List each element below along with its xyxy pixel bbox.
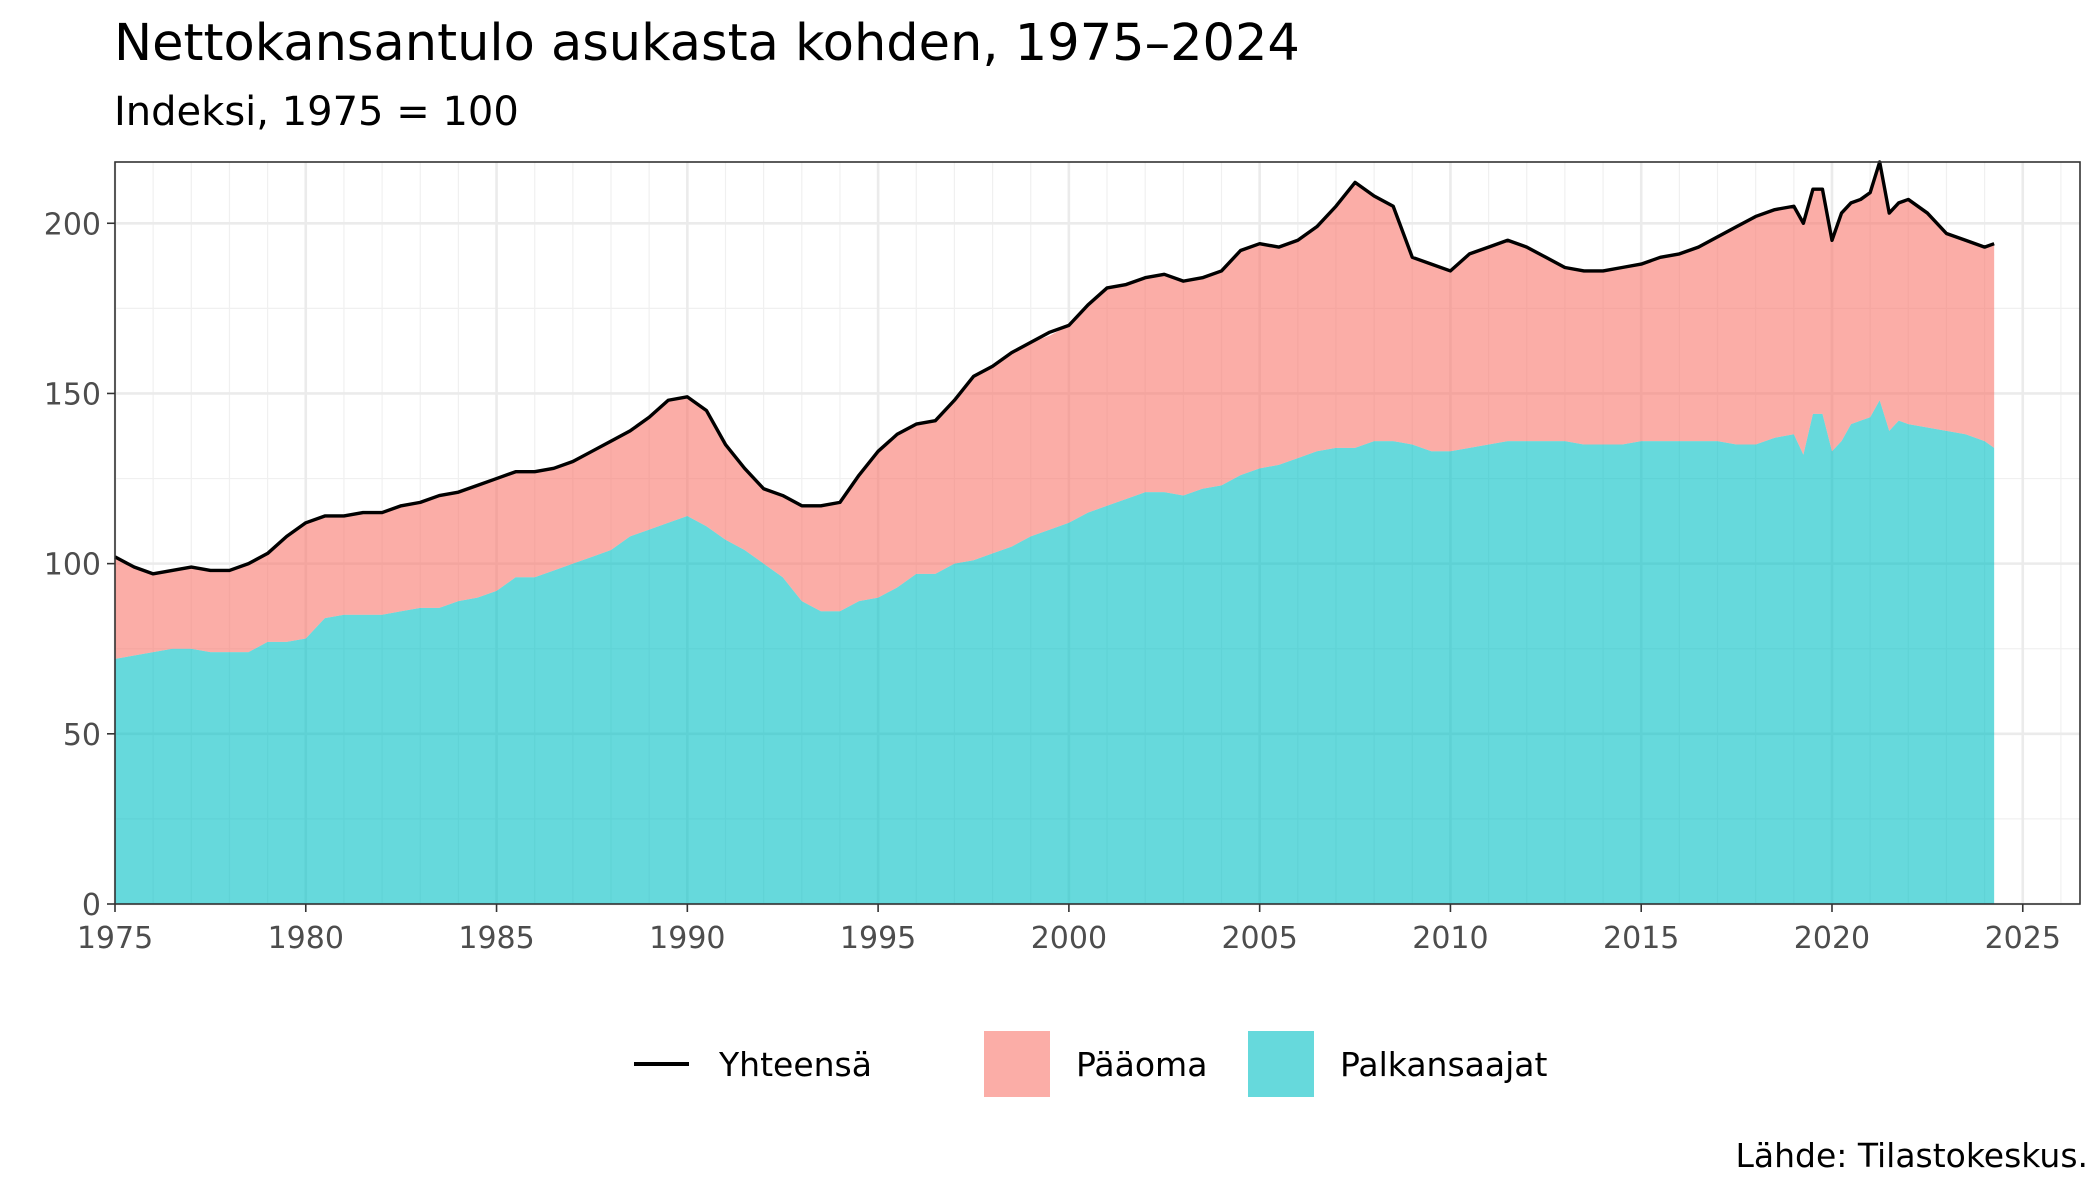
- x-tick-label: 1990: [649, 921, 725, 956]
- legend-label-palkansaajat: Palkansaajat: [1340, 1045, 1548, 1084]
- x-tick-label: 2015: [1603, 921, 1679, 956]
- x-tick-label: 1980: [268, 921, 344, 956]
- legend-label-yhteensa: Yhteensä: [718, 1045, 872, 1084]
- area-paaoma: [115, 162, 1995, 659]
- x-axis: 1975 1980 1985 1990 1995 2000 2005 2010 2015 2020…: [77, 904, 2061, 956]
- x-tick-label: 2020: [1794, 921, 1870, 956]
- y-tick-label: 50: [63, 718, 101, 753]
- data-lines: [114, 160, 1995, 576]
- line-yhteensa: [114, 160, 1995, 576]
- x-tick-label: 2005: [1221, 921, 1297, 956]
- plot-border: [114, 161, 2081, 905]
- y-tick-label: 100: [44, 548, 101, 583]
- chart-subtitle: Indeksi, 1975 = 100: [114, 89, 519, 135]
- legend-key-paaoma: [984, 1031, 1050, 1097]
- x-tick-label: 2025: [1985, 921, 2061, 956]
- legend: Yhteensä Pääoma Palkansaajat: [634, 1031, 1548, 1097]
- legend-label-paaoma: Pääoma: [1076, 1045, 1207, 1084]
- area-palkansaajat: [115, 400, 1995, 904]
- data-areas: [115, 162, 1995, 904]
- x-tick-label: 1985: [458, 921, 534, 956]
- y-tick-label: 200: [44, 207, 101, 242]
- x-tick-label: 1975: [77, 921, 153, 956]
- x-tick-label: 1995: [840, 921, 916, 956]
- y-tick-label: 150: [44, 377, 101, 412]
- x-tick-label: 2010: [1412, 921, 1488, 956]
- x-tick-label: 2000: [1031, 921, 1107, 956]
- y-axis: 0 50 100 150 200: [44, 207, 115, 923]
- y-tick-label: 0: [82, 888, 101, 923]
- plot-frame: [114, 161, 2081, 905]
- legend-key-palkansaajat: [1248, 1031, 1314, 1097]
- chart-title: Nettokansantulo asukasta kohden, 1975–20…: [114, 14, 1300, 73]
- source-caption: Lähde: Tilastokeskus.: [1735, 1136, 2088, 1175]
